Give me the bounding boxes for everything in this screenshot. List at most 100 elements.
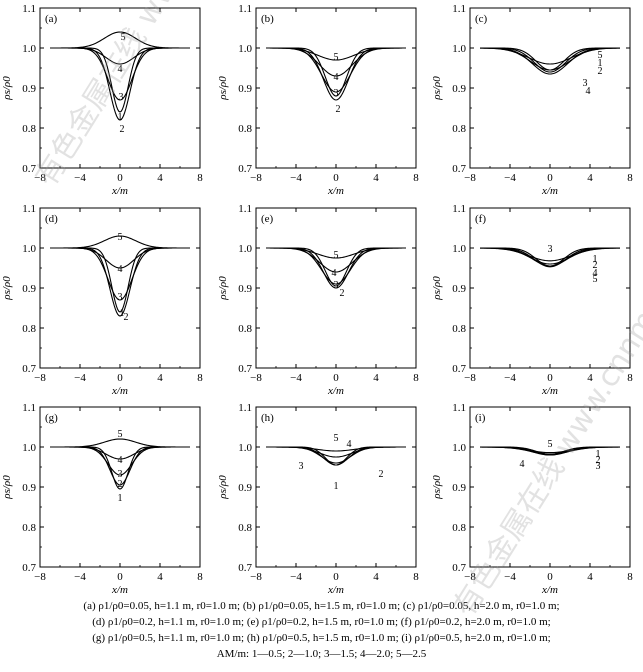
caption-line: (a) ρ1/ρ0=0.05, h=1.1 m, r0=1.0 m; (b) ρ… (83, 600, 560, 612)
series-line (479, 47, 621, 65)
y-axis-label: ρs/ρ0 (217, 76, 229, 101)
curve-label: 3 (119, 92, 124, 103)
y-axis-label: ρs/ρ0 (1, 276, 13, 301)
x-axis-label: x/m (327, 185, 344, 197)
y-tick-label: 1.0 (22, 43, 36, 55)
curve-label: 4 (334, 72, 339, 83)
x-tick-label: −8 (34, 372, 46, 384)
curve-label: 1 (120, 308, 125, 319)
x-tick-label: 4 (587, 571, 593, 583)
curve-label: 2 (598, 66, 603, 77)
plot-frame (469, 406, 631, 568)
y-tick-label: 1.0 (22, 243, 36, 255)
y-tick-label: 1.0 (238, 243, 252, 255)
x-tick-label: 8 (197, 571, 203, 583)
y-tick-label: 0.7 (238, 163, 252, 175)
y-tick-label: 1.1 (238, 402, 252, 414)
y-tick-label: 0.8 (452, 323, 466, 335)
y-tick-label: 0.7 (452, 562, 466, 574)
curve-label: 2 (593, 260, 598, 271)
x-axis-label: x/m (327, 385, 344, 397)
chart-panel: −8 −4 0 4 8 0.7 0.8 0.9 1.0 1.1 x/m ρs/ρ0 (b) 5 4 3 2 (217, 3, 419, 197)
curve-label: 3 (583, 78, 588, 89)
curve-label: 1 (118, 493, 123, 504)
x-tick-label: 0 (547, 172, 553, 184)
curve-label: 2 (340, 288, 345, 299)
y-axis-label: ρs/ρ0 (1, 76, 13, 101)
y-tick-label: 1.1 (452, 203, 466, 215)
panel-label: (f) (475, 213, 486, 225)
y-tick-label: 1.1 (22, 3, 36, 15)
y-tick-label: 1.0 (22, 442, 36, 454)
y-tick-label: 0.9 (22, 283, 36, 295)
x-tick-label: 0 (117, 571, 123, 583)
x-tick-label: 0 (117, 172, 123, 184)
y-tick-label: 1.0 (238, 43, 252, 55)
series-line (50, 235, 190, 249)
curve-label: 2 (596, 455, 601, 466)
y-tick-label: 0.9 (452, 83, 466, 95)
plot-frame (469, 207, 631, 369)
series-line (266, 247, 406, 259)
x-tick-label: −8 (464, 571, 476, 583)
series-line (266, 47, 406, 61)
series-line (50, 31, 190, 49)
x-tick-label: −8 (250, 172, 262, 184)
x-axis-label: x/m (541, 185, 558, 197)
y-tick-label: 0.7 (22, 163, 36, 175)
curve-label: 5 (334, 52, 339, 63)
y-tick-label: 1.0 (452, 442, 466, 454)
chart-panel: −8 −4 0 4 8 0.7 0.8 0.9 1.0 1.1 x/m ρs/ρ0 (a) 5 4 3 12 (1, 3, 203, 197)
y-tick-label: 0.7 (452, 163, 466, 175)
y-tick-label: 0.8 (238, 123, 252, 135)
x-tick-label: −4 (74, 571, 86, 583)
x-tick-label: 0 (117, 372, 123, 384)
figure-grid: −8 −4 0 4 80.70.80.91.01.1x/mρs/ρ0(a)54312−8… (1, 3, 633, 596)
curve-label: 3 (299, 461, 304, 472)
x-tick-label: −8 (464, 372, 476, 384)
x-tick-label: 8 (413, 372, 419, 384)
x-tick-label: −8 (250, 372, 262, 384)
y-tick-label: 1.0 (452, 243, 466, 255)
curve-label: 5 (118, 429, 123, 440)
x-tick-label: 4 (157, 571, 163, 583)
curve-label: 4 (593, 268, 598, 279)
x-tick-label: 0 (333, 372, 339, 384)
y-tick-label: 0.8 (452, 522, 466, 534)
y-axis-label: ρs/ρ0 (217, 276, 229, 301)
chart-panel: −8 −4 0 4 8 0.7 0.8 0.9 1.0 1.1 x/m ρs/ρ0 (i) 5 4 123 (431, 402, 633, 596)
caption-line: AM/m: 1—0.5; 2—1.0; 3—1.5; 4—2.0; 5—2.5 (216, 648, 427, 660)
curve-label: 5 (593, 274, 598, 285)
caption-line: (g) ρ1/ρ0=0.5, h=1.1 m, r0=1.0 m; (h) ρ1… (92, 632, 551, 644)
x-tick-label: 4 (157, 172, 163, 184)
x-tick-label: −4 (504, 172, 516, 184)
y-axis-label: ρs/ρ0 (217, 475, 229, 500)
curve-label: 5 (118, 232, 123, 243)
curve-label: 5 (121, 32, 126, 43)
x-axis-label: x/m (327, 584, 344, 596)
y-tick-label: 0.7 (22, 363, 36, 375)
series-line (266, 446, 406, 466)
x-tick-label: 8 (627, 372, 633, 384)
y-tick-label: 1.1 (22, 203, 36, 215)
curve-label: 2 (124, 312, 129, 323)
x-tick-label: −4 (74, 172, 86, 184)
y-axis-label: ρs/ρ0 (431, 276, 443, 301)
y-tick-label: 0.9 (22, 83, 36, 95)
curve-label: 4 (118, 264, 123, 275)
x-tick-label: 8 (413, 571, 419, 583)
x-tick-label: 8 (413, 172, 419, 184)
caption-line: (d) ρ1/ρ0=0.2, h=1.1 m, r0=1.0 m; (e) ρ1… (92, 616, 551, 628)
y-tick-label: 0.8 (22, 123, 36, 135)
curve-label: 3 (118, 292, 123, 303)
x-tick-label: 8 (627, 571, 633, 583)
x-tick-label: −4 (290, 372, 302, 384)
y-tick-label: 0.7 (238, 562, 252, 574)
x-tick-label: 0 (333, 571, 339, 583)
curve-label: 2 (336, 104, 341, 115)
series-line (50, 47, 190, 121)
curve-label: 4 (118, 455, 123, 466)
